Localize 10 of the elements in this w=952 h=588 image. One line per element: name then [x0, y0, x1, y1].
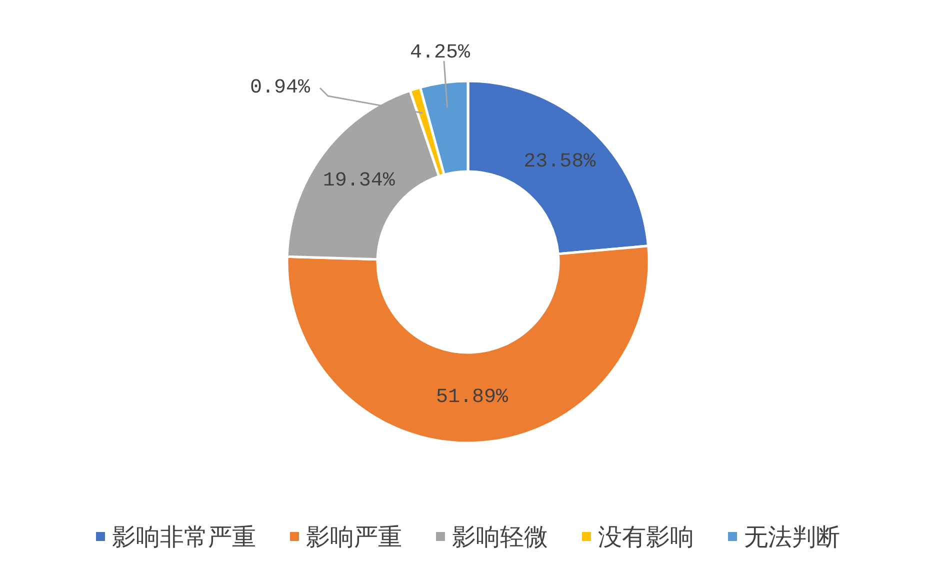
data-label: 19.34%: [322, 170, 396, 193]
legend-label: 影响轻微: [452, 523, 548, 551]
legend-label: 影响非常严重: [112, 523, 256, 551]
data-label: 51.89%: [436, 386, 510, 410]
legend-label: 无法判断: [744, 523, 840, 551]
data-label: 23.58%: [524, 150, 597, 174]
data-label: 0.94%: [250, 76, 311, 100]
legend-label: 影响严重: [306, 523, 402, 551]
legend-label: 没有影响: [598, 523, 694, 551]
data-label: 4.25%: [410, 42, 471, 64]
